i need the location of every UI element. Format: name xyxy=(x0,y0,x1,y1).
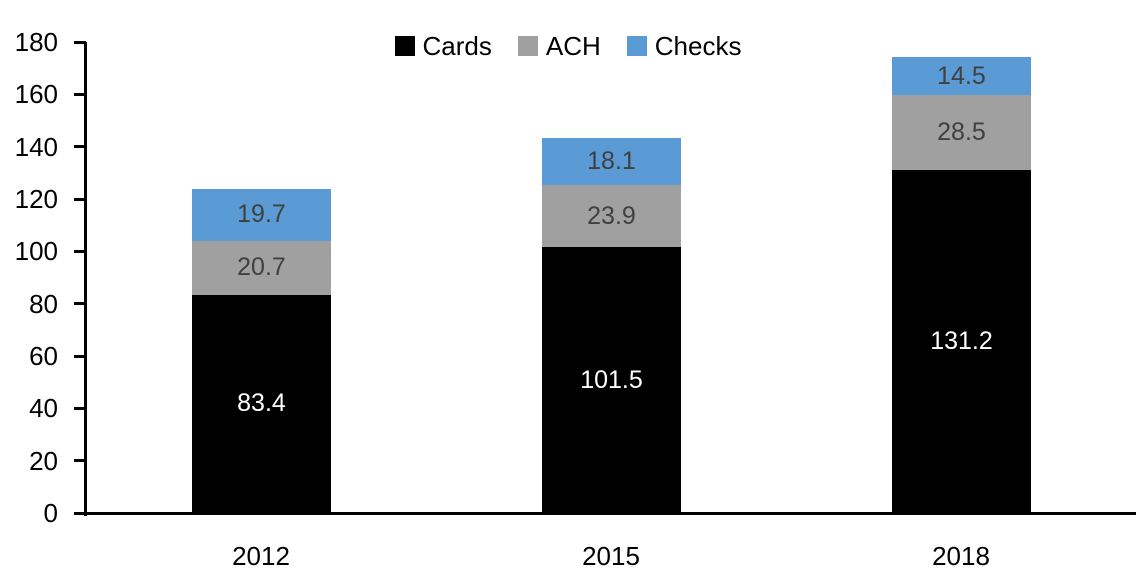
legend-item-ach: ACH xyxy=(517,31,601,61)
legend-item-cards: Cards xyxy=(394,31,492,61)
bar-segment-cards-2015: 101.5 xyxy=(542,247,681,513)
x-axis-line xyxy=(74,512,1136,515)
bar-segment-ach-2018: 28.5 xyxy=(892,95,1031,170)
y-axis-tick xyxy=(74,93,86,96)
y-axis-line xyxy=(84,42,87,516)
y-axis-tick xyxy=(74,41,86,44)
bar-segment-checks-2015: 18.1 xyxy=(542,137,681,185)
bar-segment-checks-2018: 14.5 xyxy=(892,57,1031,96)
segment-value-label: 83.4 xyxy=(237,389,286,418)
checks-swatch-icon xyxy=(626,36,647,56)
legend-label-ach: ACH xyxy=(545,31,601,61)
segment-value-label: 23.9 xyxy=(587,201,636,230)
x-axis-label-2018: 2018 xyxy=(932,541,990,571)
x-axis-label-2012: 2012 xyxy=(232,541,290,571)
y-axis-tick xyxy=(74,407,86,410)
y-axis-tick-label: 20 xyxy=(29,446,58,476)
bar-segment-checks-2012: 19.7 xyxy=(192,189,331,241)
y-axis-tick-label: 80 xyxy=(29,289,58,319)
segment-value-label: 18.1 xyxy=(587,146,636,175)
y-axis-tick-label: 40 xyxy=(29,393,58,423)
y-axis-tick-label: 100 xyxy=(14,236,58,266)
y-axis-tick xyxy=(74,512,86,515)
x-axis-label-2015: 2015 xyxy=(582,541,640,571)
y-axis-tick xyxy=(74,145,86,148)
bar-segment-ach-2015: 23.9 xyxy=(542,184,681,248)
y-axis-tick-label: 140 xyxy=(14,132,58,162)
legend-label-cards: Cards xyxy=(422,31,492,61)
y-axis-tick-label: 180 xyxy=(14,27,58,57)
segment-value-label: 20.7 xyxy=(237,253,286,282)
y-axis-tick xyxy=(74,355,86,358)
bar-segment-cards-2018: 131.2 xyxy=(892,169,1031,513)
y-axis-tick xyxy=(74,302,86,305)
legend-label-checks: Checks xyxy=(654,31,742,61)
y-axis-tick-label: 160 xyxy=(14,79,58,109)
y-axis-tick-label: 60 xyxy=(29,341,58,371)
segment-value-label: 14.5 xyxy=(937,61,986,90)
ach-swatch-icon xyxy=(517,36,538,56)
y-axis-tick-label: 0 xyxy=(43,498,58,528)
segment-value-label: 131.2 xyxy=(930,326,993,355)
segment-value-label: 19.7 xyxy=(237,200,286,229)
y-axis-tick xyxy=(74,250,86,253)
chart-legend: Cards ACH Checks xyxy=(0,33,1136,59)
y-axis-tick-label: 120 xyxy=(14,184,58,214)
y-axis-tick xyxy=(74,198,86,201)
segment-value-label: 28.5 xyxy=(937,117,986,146)
y-axis-tick xyxy=(74,459,86,462)
bar-segment-ach-2012: 20.7 xyxy=(192,240,331,295)
segment-value-label: 101.5 xyxy=(580,365,643,394)
cards-swatch-icon xyxy=(394,36,415,56)
legend-item-checks: Checks xyxy=(626,31,742,61)
bar-segment-cards-2012: 83.4 xyxy=(192,294,331,513)
